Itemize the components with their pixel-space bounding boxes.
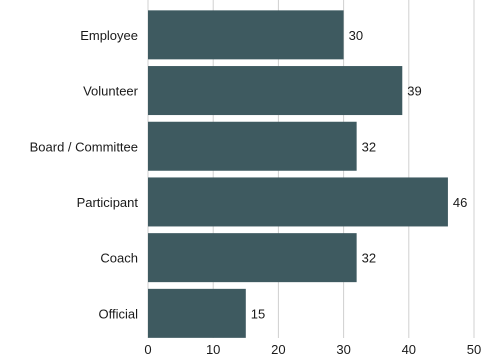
category-label: Volunteer — [83, 84, 139, 99]
bar — [148, 288, 246, 338]
x-tick-label: 10 — [206, 342, 220, 357]
value-label: 15 — [251, 306, 265, 321]
bar — [148, 177, 448, 227]
category-label: Official — [99, 306, 139, 321]
x-tick-label: 0 — [144, 342, 151, 357]
bar — [148, 10, 344, 60]
value-labels: 30 39 32 46 32 15 — [251, 28, 468, 322]
bar — [148, 233, 357, 283]
bars — [148, 10, 448, 338]
x-tick-label: 30 — [336, 342, 350, 357]
x-tick-label: 50 — [467, 342, 481, 357]
value-label: 46 — [453, 195, 467, 210]
category-label: Coach — [100, 251, 138, 266]
x-axis-ticks: 0 10 20 30 40 50 — [144, 342, 481, 357]
bar — [148, 66, 403, 116]
bar — [148, 121, 357, 171]
category-label: Participant — [77, 195, 139, 210]
category-label: Employee — [80, 28, 138, 43]
category-labels: Employee Volunteer Board / Committee Partic… — [30, 28, 139, 322]
value-label: 32 — [362, 139, 376, 154]
x-tick-label: 20 — [271, 342, 285, 357]
value-label: 30 — [349, 28, 363, 43]
category-label: Board / Committee — [30, 139, 138, 154]
value-label: 32 — [362, 251, 376, 266]
value-label: 39 — [407, 84, 421, 99]
x-tick-label: 40 — [402, 342, 416, 357]
